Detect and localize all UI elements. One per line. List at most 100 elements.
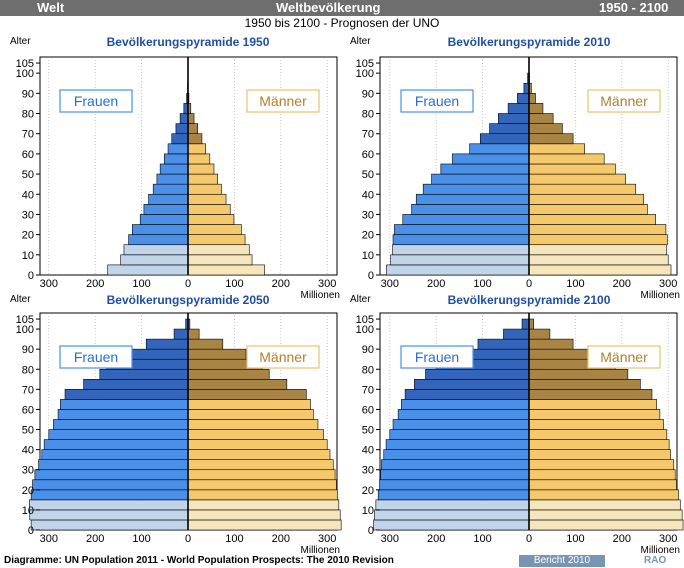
legend-female: Frauen bbox=[415, 93, 459, 109]
male-bar bbox=[187, 499, 340, 511]
male-bar bbox=[528, 389, 653, 400]
female-bar bbox=[179, 113, 189, 124]
legend-box-female bbox=[400, 345, 474, 369]
y-tick-label: 40 bbox=[22, 445, 34, 457]
female-bar bbox=[29, 509, 189, 521]
y-tick-label: 50 bbox=[362, 169, 374, 181]
male-bar bbox=[528, 499, 681, 511]
legend-box-male bbox=[587, 345, 661, 369]
female-bar bbox=[83, 379, 189, 390]
female-bar bbox=[379, 479, 530, 491]
male-bar bbox=[187, 399, 311, 410]
male-bar bbox=[528, 113, 554, 124]
y-tick-label: 20 bbox=[22, 485, 34, 497]
male-bar bbox=[187, 214, 235, 225]
male-bar bbox=[187, 123, 199, 135]
male-bar bbox=[528, 368, 629, 380]
female-bar bbox=[383, 449, 530, 460]
x-tick-label: 300 bbox=[659, 278, 677, 290]
female-bar bbox=[404, 389, 530, 400]
female-bar bbox=[32, 479, 189, 491]
x-tick-label: 100 bbox=[225, 533, 243, 545]
y-tick-label: 90 bbox=[22, 344, 34, 356]
header-region: Welt bbox=[37, 0, 65, 15]
y-axis-label: Alter bbox=[10, 294, 31, 305]
x-unit-label: Millionen bbox=[641, 545, 680, 556]
x-tick-label: 100 bbox=[225, 278, 243, 290]
legend-female: Frauen bbox=[74, 93, 118, 109]
x-tick-label: 300 bbox=[40, 278, 58, 290]
male-bar bbox=[187, 163, 215, 175]
female-bar bbox=[381, 459, 530, 471]
y-tick-label: 20 bbox=[362, 230, 374, 242]
female-bar bbox=[414, 379, 530, 390]
male-bar bbox=[187, 459, 334, 471]
female-bar bbox=[402, 214, 530, 225]
female-bar bbox=[41, 449, 189, 460]
female-bar bbox=[120, 254, 189, 266]
x-tick-label: 300 bbox=[659, 533, 677, 545]
y-tick-label: 100 bbox=[356, 68, 374, 80]
y-tick-label: 10 bbox=[362, 250, 374, 262]
legend-box-female bbox=[59, 89, 133, 113]
female-bar bbox=[489, 123, 530, 135]
female-bar bbox=[385, 439, 530, 450]
female-bar bbox=[477, 338, 530, 350]
x-tick-label: 300 bbox=[381, 533, 399, 545]
male-bar bbox=[187, 224, 242, 235]
female-bar bbox=[422, 183, 530, 195]
y-tick-label: 60 bbox=[22, 149, 34, 161]
subtitle: 1950 bis 2100 - Prognosen der UNO bbox=[244, 16, 440, 30]
x-tick-label: 100 bbox=[473, 533, 491, 545]
female-bar bbox=[143, 204, 189, 215]
male-bar bbox=[528, 254, 669, 266]
female-bar bbox=[152, 183, 189, 195]
y-tick-label: 90 bbox=[362, 88, 374, 100]
female-bar bbox=[123, 244, 189, 256]
male-bar bbox=[528, 143, 585, 155]
y-tick-label: 105 bbox=[356, 314, 374, 326]
y-tick-label: 100 bbox=[16, 68, 34, 80]
chart-title: Bevölkerungspyramide 2050 bbox=[107, 293, 270, 307]
source-note: Diagramme: UN Population 2011 - World Po… bbox=[4, 555, 394, 566]
x-tick-label: 0 bbox=[185, 533, 191, 545]
female-bar bbox=[156, 173, 189, 185]
female-bar bbox=[479, 133, 530, 145]
x-tick-label: 200 bbox=[613, 533, 631, 545]
legend-box-male bbox=[246, 89, 320, 113]
female-bar bbox=[374, 509, 530, 521]
male-bar bbox=[528, 469, 676, 481]
y-tick-label: 80 bbox=[362, 109, 374, 121]
y-tick-label: 0 bbox=[28, 270, 34, 282]
y-tick-label: 70 bbox=[362, 384, 374, 396]
female-bar bbox=[373, 519, 530, 531]
y-tick-label: 60 bbox=[362, 149, 374, 161]
male-bar bbox=[187, 409, 314, 420]
y-tick-label: 20 bbox=[22, 230, 34, 242]
legend-female: Frauen bbox=[74, 349, 118, 365]
x-tick-label: 100 bbox=[566, 533, 584, 545]
female-bar bbox=[57, 409, 189, 420]
female-bar bbox=[425, 368, 530, 380]
y-tick-label: 40 bbox=[22, 189, 34, 201]
male-bar bbox=[187, 254, 253, 266]
male-bar bbox=[187, 173, 219, 185]
y-tick-label: 100 bbox=[16, 324, 34, 336]
male-bar bbox=[528, 123, 563, 135]
x-tick-label: 200 bbox=[427, 278, 445, 290]
y-tick-label: 70 bbox=[22, 384, 34, 396]
y-tick-label: 40 bbox=[362, 189, 374, 201]
female-bar bbox=[375, 499, 530, 511]
legend-male: Männer bbox=[259, 93, 307, 109]
x-tick-label: 100 bbox=[473, 278, 491, 290]
female-bar bbox=[132, 224, 189, 235]
male-bar bbox=[187, 419, 319, 430]
male-bar bbox=[187, 489, 338, 501]
x-tick-label: 0 bbox=[185, 278, 191, 290]
female-bar bbox=[175, 123, 189, 135]
legend-box-female bbox=[400, 89, 474, 113]
x-tick-label: 300 bbox=[40, 533, 58, 545]
male-bar bbox=[528, 479, 677, 491]
female-bar bbox=[431, 173, 530, 185]
